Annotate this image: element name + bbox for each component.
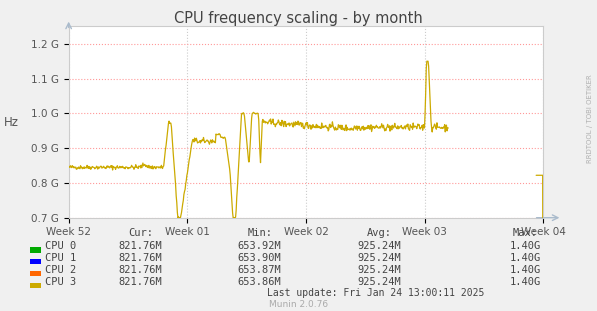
Text: 653.86M: 653.86M (238, 277, 282, 287)
Text: Avg:: Avg: (367, 228, 392, 238)
Text: 1.40G: 1.40G (510, 241, 541, 251)
Text: 925.24M: 925.24M (357, 241, 401, 251)
Text: Cur:: Cur: (128, 228, 153, 238)
Text: 653.87M: 653.87M (238, 265, 282, 275)
Text: 821.76M: 821.76M (118, 265, 162, 275)
Text: CPU 0: CPU 0 (45, 241, 76, 251)
Text: Last update: Fri Jan 24 13:00:11 2025: Last update: Fri Jan 24 13:00:11 2025 (267, 288, 485, 298)
Text: 653.92M: 653.92M (238, 241, 282, 251)
Text: CPU frequency scaling - by month: CPU frequency scaling - by month (174, 11, 423, 26)
Text: 1.40G: 1.40G (510, 253, 541, 263)
Text: 1.40G: 1.40G (510, 277, 541, 287)
Text: Min:: Min: (247, 228, 272, 238)
Text: 821.76M: 821.76M (118, 241, 162, 251)
Text: CPU 1: CPU 1 (45, 253, 76, 263)
Text: 925.24M: 925.24M (357, 253, 401, 263)
Text: RRDTOOL / TOBI OETIKER: RRDTOOL / TOBI OETIKER (587, 74, 593, 163)
Y-axis label: Hz: Hz (4, 116, 19, 128)
Text: Munin 2.0.76: Munin 2.0.76 (269, 300, 328, 309)
Text: 821.76M: 821.76M (118, 277, 162, 287)
Text: CPU 3: CPU 3 (45, 277, 76, 287)
Text: 925.24M: 925.24M (357, 277, 401, 287)
Text: 925.24M: 925.24M (357, 265, 401, 275)
Text: 821.76M: 821.76M (118, 253, 162, 263)
Text: 1.40G: 1.40G (510, 265, 541, 275)
Text: CPU 2: CPU 2 (45, 265, 76, 275)
Text: 653.90M: 653.90M (238, 253, 282, 263)
Text: Max:: Max: (513, 228, 538, 238)
